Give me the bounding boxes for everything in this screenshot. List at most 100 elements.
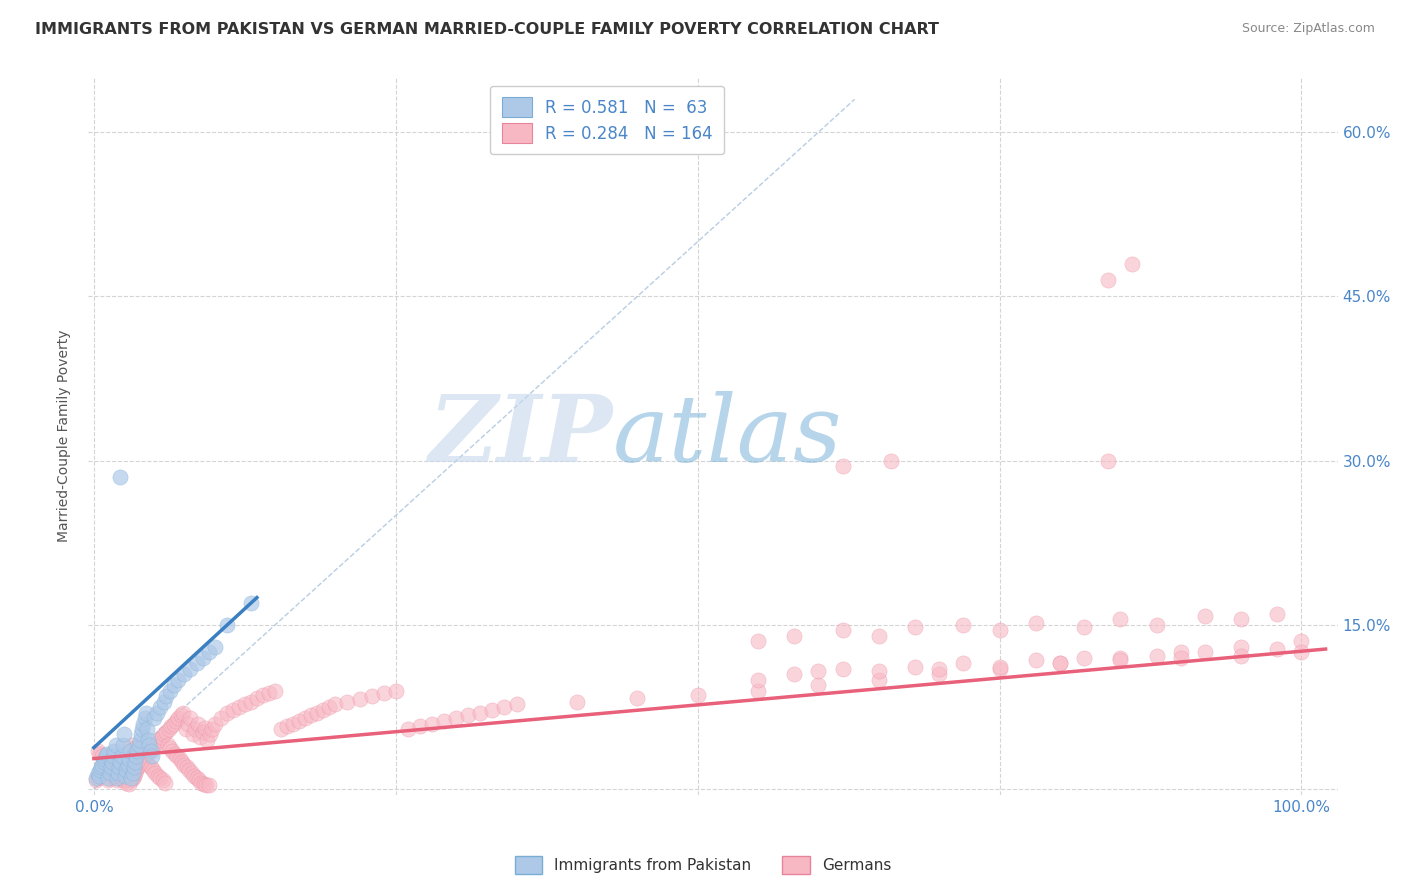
Point bbox=[928, 662, 950, 676]
Point bbox=[122, 769, 145, 783]
Point bbox=[747, 634, 769, 648]
Text: IMMIGRANTS FROM PAKISTAN VS GERMAN MARRIED-COUPLE FAMILY POVERTY CORRELATION CHA: IMMIGRANTS FROM PAKISTAN VS GERMAN MARRI… bbox=[35, 22, 939, 37]
Point bbox=[215, 618, 238, 632]
Point bbox=[136, 758, 159, 772]
Point bbox=[349, 692, 371, 706]
Point bbox=[155, 725, 177, 739]
Point bbox=[117, 769, 139, 783]
Point bbox=[565, 695, 588, 709]
Point bbox=[233, 697, 256, 711]
Point bbox=[1291, 634, 1313, 648]
Point bbox=[94, 751, 117, 765]
Text: ZIP: ZIP bbox=[429, 391, 613, 481]
Point bbox=[988, 624, 1011, 638]
Point bbox=[110, 755, 132, 769]
Point bbox=[470, 706, 492, 720]
Point bbox=[132, 716, 155, 731]
Point bbox=[181, 727, 204, 741]
Point bbox=[1025, 615, 1047, 630]
Point bbox=[172, 706, 194, 720]
Point bbox=[505, 697, 527, 711]
Point bbox=[128, 747, 150, 761]
Point bbox=[150, 730, 173, 744]
Point bbox=[1049, 657, 1071, 671]
Point bbox=[747, 673, 769, 687]
Point bbox=[120, 739, 142, 753]
Point bbox=[136, 733, 159, 747]
Point bbox=[125, 749, 148, 764]
Point bbox=[1291, 645, 1313, 659]
Point bbox=[125, 744, 148, 758]
Point bbox=[209, 711, 232, 725]
Point bbox=[122, 760, 145, 774]
Point bbox=[1073, 650, 1095, 665]
Point bbox=[177, 716, 200, 731]
Point bbox=[1230, 640, 1253, 654]
Point bbox=[288, 714, 311, 729]
Point bbox=[868, 673, 890, 687]
Point bbox=[104, 739, 127, 753]
Point bbox=[1230, 648, 1253, 663]
Point bbox=[159, 683, 181, 698]
Point bbox=[120, 744, 142, 758]
Point bbox=[165, 714, 187, 729]
Point bbox=[807, 678, 830, 692]
Point bbox=[111, 739, 134, 753]
Point bbox=[868, 664, 890, 678]
Point bbox=[880, 453, 903, 467]
Point bbox=[93, 755, 115, 769]
Point bbox=[128, 755, 150, 769]
Y-axis label: Married-Couple Family Poverty: Married-Couple Family Poverty bbox=[58, 330, 72, 542]
Point bbox=[111, 760, 134, 774]
Point bbox=[128, 739, 150, 753]
Point bbox=[239, 596, 262, 610]
Point bbox=[115, 772, 138, 786]
Point bbox=[1170, 650, 1192, 665]
Point bbox=[111, 749, 134, 764]
Point bbox=[145, 706, 167, 720]
Text: Source: ZipAtlas.com: Source: ZipAtlas.com bbox=[1241, 22, 1375, 36]
Point bbox=[239, 695, 262, 709]
Point bbox=[134, 749, 156, 764]
Point bbox=[626, 691, 648, 706]
Point bbox=[160, 719, 183, 733]
Point bbox=[1170, 645, 1192, 659]
Point bbox=[179, 711, 201, 725]
Point bbox=[86, 765, 108, 780]
Point bbox=[783, 629, 806, 643]
Point bbox=[129, 727, 152, 741]
Point bbox=[336, 695, 359, 709]
Point bbox=[1194, 645, 1216, 659]
Point bbox=[89, 765, 111, 780]
Point bbox=[197, 733, 219, 747]
Point bbox=[112, 727, 135, 741]
Point bbox=[184, 722, 207, 736]
Point bbox=[162, 678, 184, 692]
Point bbox=[187, 716, 209, 731]
Point bbox=[167, 673, 190, 687]
Point bbox=[1097, 453, 1119, 467]
Point bbox=[121, 765, 143, 780]
Point bbox=[252, 688, 274, 702]
Point bbox=[101, 755, 124, 769]
Point bbox=[103, 763, 125, 777]
Point bbox=[135, 706, 157, 720]
Point bbox=[831, 662, 853, 676]
Point bbox=[89, 763, 111, 777]
Point bbox=[124, 755, 146, 769]
Point bbox=[114, 769, 136, 783]
Point bbox=[152, 773, 174, 788]
Point bbox=[97, 773, 120, 788]
Point bbox=[90, 760, 112, 774]
Legend: Immigrants from Pakistan, Germans: Immigrants from Pakistan, Germans bbox=[509, 850, 897, 880]
Point bbox=[122, 740, 145, 755]
Point bbox=[481, 703, 503, 717]
Point bbox=[166, 749, 188, 764]
Point bbox=[98, 765, 121, 780]
Point bbox=[246, 691, 269, 706]
Point bbox=[420, 716, 443, 731]
Point bbox=[180, 765, 202, 780]
Point bbox=[91, 758, 114, 772]
Point bbox=[141, 749, 163, 764]
Point bbox=[204, 716, 226, 731]
